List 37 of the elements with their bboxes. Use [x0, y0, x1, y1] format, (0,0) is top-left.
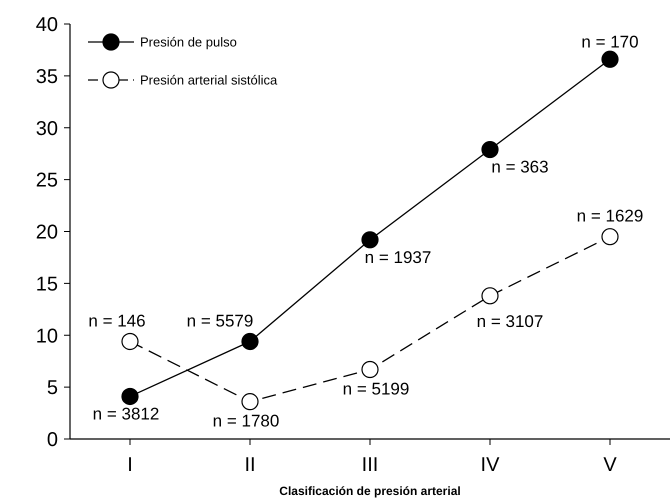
y-tick-label: 0 — [46, 429, 58, 451]
annotation: n = 5579 — [186, 311, 254, 330]
point — [481, 140, 499, 158]
x-tick-label: III — [362, 454, 378, 476]
point — [481, 287, 499, 304]
y-tick-label: 25 — [36, 170, 58, 192]
point — [361, 360, 379, 378]
y-tick-label: 15 — [36, 273, 58, 296]
y-tick-label: 30 — [36, 118, 58, 140]
x-tick-label: V — [603, 454, 618, 476]
annotation: n = 1937 — [364, 248, 432, 267]
y-tick-label: 20 — [36, 222, 58, 244]
annotation: n = 3812 — [92, 404, 160, 424]
y-tick-label: 5 — [46, 377, 58, 400]
legend-label: Presión de pulso — [140, 34, 237, 50]
point — [241, 332, 259, 350]
point — [241, 393, 259, 410]
annotation: n = 170 — [581, 32, 639, 52]
annotation: n = 3107 — [476, 312, 544, 331]
point — [601, 228, 619, 246]
y-tick-label: 10 — [36, 325, 58, 348]
legend-label: Presión arterial sistólica — [140, 72, 278, 88]
annotation: n = 363 — [491, 158, 549, 177]
annotation: n = 146 — [88, 311, 146, 330]
annotation: n = 5199 — [342, 379, 410, 398]
x-axis-title: Clasificación de presión arterial — [279, 484, 461, 498]
x-tick-label: II — [244, 454, 256, 476]
annotation: n = 1629 — [576, 206, 644, 226]
x-tick-label: I — [127, 454, 133, 476]
annotation: n = 1780 — [212, 412, 280, 431]
y-tick-label: 40 — [36, 14, 58, 36]
y-tick-label: 35 — [36, 66, 58, 88]
point — [601, 50, 619, 68]
point — [361, 231, 379, 248]
point — [121, 388, 139, 406]
x-tick-label: IV — [480, 454, 500, 476]
point — [121, 332, 139, 350]
